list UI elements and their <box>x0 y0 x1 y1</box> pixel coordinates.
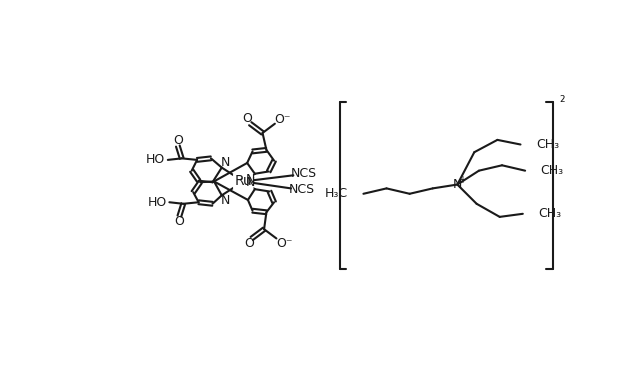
Text: Ru: Ru <box>234 175 252 188</box>
Text: +: + <box>458 175 466 185</box>
Text: NCS: NCS <box>291 167 317 180</box>
Text: O⁻: O⁻ <box>276 236 292 249</box>
Text: N: N <box>246 174 255 186</box>
Text: O: O <box>244 237 253 250</box>
Text: N: N <box>221 156 230 169</box>
Text: CH₃: CH₃ <box>538 207 561 220</box>
Text: O: O <box>175 215 184 228</box>
Text: O: O <box>242 112 252 125</box>
Text: H₃C: H₃C <box>325 187 348 200</box>
Text: NCS: NCS <box>289 184 315 196</box>
Text: N: N <box>221 194 230 207</box>
Text: N: N <box>246 176 255 189</box>
Text: ₂: ₂ <box>560 91 565 105</box>
Text: HO: HO <box>146 154 165 166</box>
Text: CH₃: CH₃ <box>536 138 559 151</box>
Text: O⁻: O⁻ <box>275 112 291 125</box>
Text: CH₃: CH₃ <box>541 164 564 177</box>
Text: HO: HO <box>147 196 166 209</box>
Text: O: O <box>173 134 183 147</box>
Text: N: N <box>452 178 462 191</box>
